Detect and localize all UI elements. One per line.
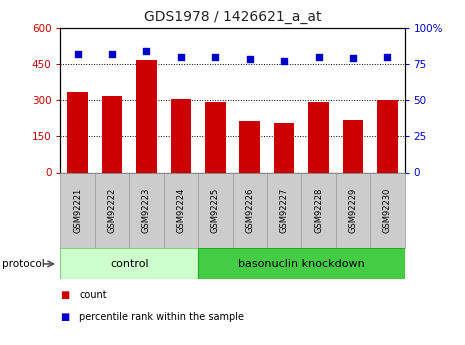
Bar — [67, 92, 88, 172]
Point — [143, 48, 150, 53]
Text: ■: ■ — [60, 312, 70, 322]
Point — [315, 54, 322, 59]
Point — [246, 57, 253, 62]
Point — [108, 51, 116, 57]
Bar — [232, 172, 267, 248]
Text: GSM92227: GSM92227 — [279, 188, 289, 233]
Bar — [370, 172, 405, 248]
Text: protocol: protocol — [2, 259, 45, 269]
Bar — [60, 172, 95, 248]
Bar — [343, 120, 363, 172]
Text: GSM92222: GSM92222 — [107, 188, 117, 233]
Bar — [267, 172, 301, 248]
Bar — [308, 102, 329, 172]
Text: GSM92223: GSM92223 — [142, 188, 151, 233]
Text: ■: ■ — [60, 290, 70, 300]
Bar — [274, 123, 294, 172]
Bar — [164, 172, 198, 248]
Bar — [60, 248, 198, 279]
Text: GSM92229: GSM92229 — [348, 188, 358, 233]
Bar — [198, 172, 232, 248]
Text: GSM92230: GSM92230 — [383, 188, 392, 233]
Bar — [336, 172, 370, 248]
Point — [384, 54, 391, 59]
Text: GSM92225: GSM92225 — [211, 188, 220, 233]
Bar — [102, 96, 122, 172]
Text: basonuclin knockdown: basonuclin knockdown — [238, 259, 365, 269]
Bar — [198, 248, 405, 279]
Text: GSM92221: GSM92221 — [73, 188, 82, 233]
Point — [177, 54, 185, 59]
Text: GSM92226: GSM92226 — [245, 188, 254, 233]
Text: GSM92228: GSM92228 — [314, 188, 323, 233]
Bar — [239, 121, 260, 172]
Bar — [301, 172, 336, 248]
Point — [74, 51, 81, 57]
Text: percentile rank within the sample: percentile rank within the sample — [79, 312, 244, 322]
Bar — [95, 172, 129, 248]
Point — [212, 54, 219, 59]
Point — [280, 58, 288, 64]
Text: count: count — [79, 290, 106, 300]
Text: control: control — [110, 259, 149, 269]
Bar — [136, 60, 157, 172]
Bar — [377, 100, 398, 172]
Point — [349, 55, 357, 61]
Text: GDS1978 / 1426621_a_at: GDS1978 / 1426621_a_at — [144, 10, 321, 24]
Bar — [205, 102, 226, 172]
Text: GSM92224: GSM92224 — [176, 188, 186, 233]
Bar — [129, 172, 164, 248]
Bar — [171, 99, 191, 172]
